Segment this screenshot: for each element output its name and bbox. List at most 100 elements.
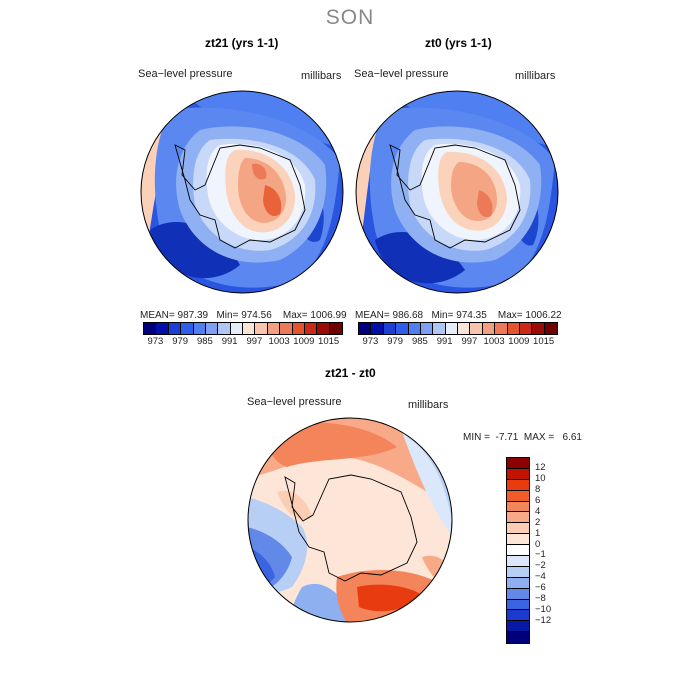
colorbar-tick-label: 6 <box>535 494 541 506</box>
colorbar-swatch <box>371 323 384 334</box>
colorbar-tick-label: 1 <box>535 527 541 539</box>
colorbar-swatch <box>532 323 545 334</box>
panel-2-variable-label: Sea−level pressure <box>354 68 449 80</box>
colorbar-swatch <box>507 512 529 524</box>
colorbar-swatch <box>507 501 529 513</box>
colorbar-tick-label: 10 <box>535 472 546 484</box>
colorbar-tick-label: 1009 <box>293 336 315 347</box>
colorbar-tick-label: 973 <box>147 336 164 347</box>
colorbar-swatch <box>267 323 281 334</box>
colorbar-swatch <box>408 323 421 334</box>
colorbar-swatch <box>544 323 557 334</box>
diff-colorbar <box>506 457 530 645</box>
colorbar-tick-label: 997 <box>246 336 263 347</box>
colorbar-swatch <box>470 323 483 334</box>
colorbar-swatch <box>433 323 446 334</box>
panel-1-colorbar-ticks: 973 979 985 991 997 1003 1009 1015 <box>143 336 341 348</box>
colorbar-swatch <box>458 323 471 334</box>
colorbar-swatch <box>445 323 458 334</box>
colorbar-swatch <box>230 323 243 334</box>
colorbar-swatch <box>507 490 529 502</box>
colorbar-tick-label: −1 <box>535 549 546 561</box>
colorbar-swatch <box>243 323 256 334</box>
colorbar-swatch <box>144 323 157 334</box>
colorbar-swatch <box>507 323 520 334</box>
colorbar-swatch <box>507 632 529 644</box>
colorbar-tick-label: 997 <box>461 336 478 347</box>
colorbar-tick-label: −6 <box>535 582 546 594</box>
colorbar-swatch <box>507 545 529 557</box>
colorbar-swatch <box>420 323 434 334</box>
colorbar-swatch <box>317 323 330 334</box>
colorbar-tick-label: 0 <box>535 538 541 550</box>
panel-2-colorbar <box>358 322 558 335</box>
panel-2-mean: 986.68 <box>392 310 424 321</box>
colorbar-tick-label: 1003 <box>268 336 290 347</box>
colorbar-swatch <box>507 523 529 535</box>
colorbar-tick-label: 1003 <box>483 336 505 347</box>
colorbar-tick-label: 985 <box>196 336 213 347</box>
colorbar-tick-label: 991 <box>436 336 453 347</box>
panel-2-min: 974.35 <box>456 310 487 321</box>
colorbar-swatch <box>193 323 206 334</box>
colorbar-tick-label: −2 <box>535 560 546 572</box>
colorbar-tick-label: 985 <box>411 336 428 347</box>
colorbar-swatch <box>218 323 231 334</box>
colorbar-swatch <box>507 479 529 491</box>
colorbar-swatch <box>383 323 397 334</box>
colorbar-swatch <box>396 323 409 334</box>
figure-title: SON <box>325 6 375 29</box>
colorbar-tick-label: 4 <box>535 505 541 517</box>
diff-stats: MIN = -7.71 MAX = 6.61 <box>463 432 582 443</box>
panel-2-units-label: millibars <box>515 70 556 82</box>
diff-max: 6.61 <box>562 432 582 443</box>
diff-colorbar-ticks: 12 10 8 6 4 2 1 0 −1 −2 −4 −6 −8 −10 −12 <box>535 457 575 643</box>
colorbar-tick-label: 2 <box>535 516 541 528</box>
colorbar-swatch <box>181 323 194 334</box>
colorbar-swatch <box>156 323 169 334</box>
colorbar-swatch <box>482 323 496 334</box>
diff-variable-label: Sea−level pressure <box>247 396 342 408</box>
colorbar-swatch <box>507 577 529 589</box>
diff-map <box>247 417 453 623</box>
colorbar-swatch <box>507 610 529 622</box>
colorbar-swatch <box>359 323 372 334</box>
colorbar-swatch <box>255 323 268 334</box>
colorbar-tick-label: −12 <box>535 615 552 627</box>
colorbar-swatch <box>205 323 219 334</box>
colorbar-tick-label: 979 <box>172 336 189 347</box>
colorbar-tick-label: 1015 <box>533 336 555 347</box>
colorbar-swatch <box>507 556 529 567</box>
colorbar-swatch <box>519 323 533 334</box>
panel-2-stats: MEAN= 986.68 Min= 974.35 Max= 1006.22 <box>355 310 562 321</box>
panel-1-stats: MEAN= 987.39 Min= 974.56 Max= 1006.99 <box>140 310 347 321</box>
panel-2-colorbar-ticks: 973 979 985 991 997 1003 1009 1015 <box>358 336 556 348</box>
panel-2-map <box>355 90 559 294</box>
colorbar-swatch <box>507 566 529 578</box>
diff-units-label: millibars <box>408 399 449 411</box>
colorbar-swatch <box>495 323 508 334</box>
colorbar-tick-label: 1015 <box>318 336 340 347</box>
colorbar-tick-label: −8 <box>535 593 546 605</box>
colorbar-swatch <box>507 534 529 546</box>
colorbar-swatch <box>329 323 342 334</box>
panel-1-title: zt21 (yrs 1-1) <box>205 36 279 50</box>
panel-1-units-label: millibars <box>301 70 342 82</box>
colorbar-swatch <box>292 323 305 334</box>
colorbar-swatch <box>304 323 318 334</box>
colorbar-swatch <box>507 588 529 600</box>
colorbar-tick-label: 973 <box>362 336 379 347</box>
panel-1-colorbar <box>143 322 343 335</box>
panel-1-map <box>140 90 344 294</box>
colorbar-swatch <box>507 621 529 633</box>
colorbar-tick-label: −4 <box>535 571 546 583</box>
panel-1-min: 974.56 <box>241 310 272 321</box>
colorbar-swatch <box>507 599 529 611</box>
diff-title: zt21 - zt0 <box>325 366 376 380</box>
colorbar-tick-label: 12 <box>535 461 546 473</box>
colorbar-swatch <box>168 323 182 334</box>
colorbar-swatch <box>280 323 293 334</box>
diff-min: -7.71 <box>495 432 519 443</box>
panel-2-max: 1006.22 <box>525 310 562 321</box>
panel-2-title: zt0 (yrs 1-1) <box>425 36 492 50</box>
